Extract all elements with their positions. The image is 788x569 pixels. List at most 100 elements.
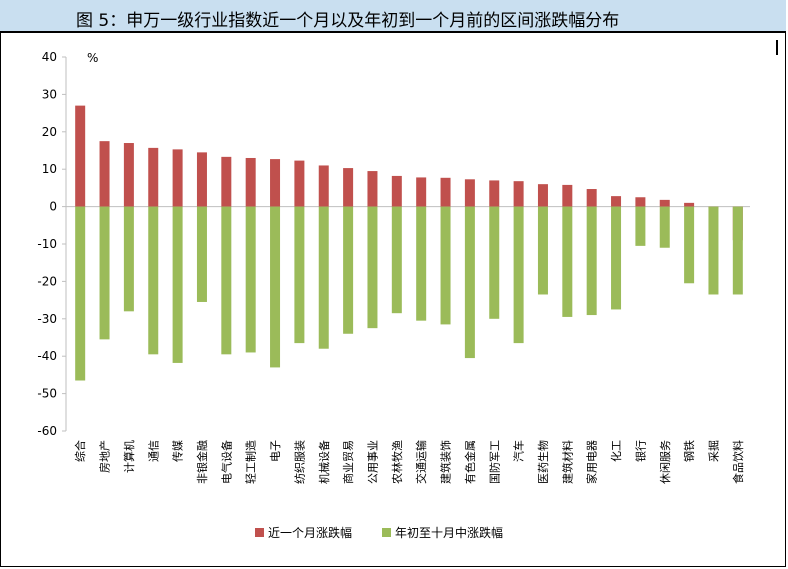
bar-ytd xyxy=(659,206,670,248)
category-label: 非银金融 xyxy=(195,440,209,484)
category-label: 机械设备 xyxy=(317,440,331,484)
category-label: 采掘 xyxy=(706,440,720,462)
bar-recent-month xyxy=(221,156,232,207)
category-label: 银行 xyxy=(633,440,647,462)
bar-ytd xyxy=(708,206,719,295)
bar-recent-month xyxy=(75,105,86,207)
bar-ytd xyxy=(611,206,622,310)
bar-recent-month xyxy=(391,175,402,207)
bar-ytd xyxy=(464,206,475,359)
bar-recent-month xyxy=(684,202,695,207)
y-tick-label: 40 xyxy=(42,50,57,64)
y-tick-label: 0 xyxy=(49,200,57,214)
legend-label-recent-month: 近一个月涨跌幅 xyxy=(268,525,352,540)
bar-recent-month xyxy=(416,177,427,207)
bar-ytd xyxy=(391,206,402,314)
bar-ytd xyxy=(196,206,207,302)
bar-recent-month xyxy=(611,196,622,207)
bar-recent-month xyxy=(318,165,329,207)
bar-ytd xyxy=(221,206,232,355)
category-label: 纺织服装 xyxy=(292,440,306,484)
bars-group xyxy=(75,105,743,381)
y-unit-label: % xyxy=(87,51,98,65)
category-label: 交通运输 xyxy=(414,440,428,484)
bar-ytd xyxy=(562,206,573,317)
category-label: 国防军工 xyxy=(487,440,501,484)
bar-recent-month xyxy=(196,152,207,207)
bar-ytd xyxy=(586,206,597,316)
bar-ytd xyxy=(245,206,256,353)
bar-ytd xyxy=(732,206,743,295)
bar-ytd xyxy=(172,206,183,363)
bar-ytd xyxy=(489,206,500,319)
category-label: 有色金属 xyxy=(463,440,477,484)
legend-label-ytd: 年初至十月中涨跌幅 xyxy=(395,525,503,540)
category-label: 化工 xyxy=(609,440,623,462)
bar-recent-month xyxy=(464,179,475,207)
bar-ytd xyxy=(513,206,524,344)
bar-ytd xyxy=(148,206,159,355)
y-tick-label: 10 xyxy=(42,162,57,176)
figure-title: 图 5：申万一级行业指数近一个月以及年初到一个月前的区间涨跌幅分布 xyxy=(76,11,620,31)
legend-swatch-recent-month xyxy=(255,528,264,537)
bar-ytd xyxy=(440,206,451,325)
bar-recent-month xyxy=(148,147,159,207)
bar-recent-month xyxy=(440,177,451,207)
bar-recent-month xyxy=(659,199,670,207)
bar-recent-month xyxy=(172,149,183,207)
bar-ytd xyxy=(343,206,354,334)
bar-ytd xyxy=(294,206,305,344)
y-tick-label: -30 xyxy=(37,312,57,326)
bar-ytd xyxy=(75,206,86,381)
bar-recent-month xyxy=(489,180,500,207)
y-tick-label: -10 xyxy=(37,237,57,251)
category-label: 轻工制造 xyxy=(244,440,258,484)
bar-recent-month xyxy=(99,141,110,207)
category-label: 汽车 xyxy=(512,440,526,462)
bar-ytd xyxy=(270,206,281,368)
y-tick-label: -50 xyxy=(37,387,57,401)
bar-recent-month xyxy=(367,171,378,207)
category-label: 电子 xyxy=(269,440,282,462)
category-label: 建筑装饰 xyxy=(439,440,453,484)
category-label: 传媒 xyxy=(172,440,185,462)
bar-ytd xyxy=(318,206,329,349)
bar-recent-month xyxy=(586,189,597,207)
category-label: 医药生物 xyxy=(536,440,550,484)
bar-ytd xyxy=(367,206,378,329)
category-labels: 综合 房地产 计算机 通信 传媒 非银金融 电气设备 轻工制造 电子 纺织服装 机械设备 商业贸易 公用… xyxy=(73,440,745,484)
bar-ytd xyxy=(416,206,427,321)
category-label: 房地产 xyxy=(98,440,112,473)
y-tick-label: 20 xyxy=(42,125,57,139)
bar-recent-month xyxy=(537,184,548,207)
y-tick-label: -60 xyxy=(37,424,57,438)
bar-recent-month xyxy=(635,197,646,207)
category-label: 通信 xyxy=(147,440,160,462)
category-label: 公用事业 xyxy=(366,440,379,484)
bar-recent-month xyxy=(343,168,354,207)
bar-recent-month xyxy=(513,181,524,207)
bar-ytd xyxy=(684,206,695,284)
text-cursor-mark xyxy=(776,40,778,55)
bar-recent-month xyxy=(294,160,305,207)
legend-swatch-ytd xyxy=(382,528,391,537)
legend: 近一个月涨跌幅 年初至十月中涨跌幅 xyxy=(255,525,503,540)
category-label: 建筑材料 xyxy=(560,440,574,484)
category-label: 钢铁 xyxy=(683,440,696,462)
bar-recent-month xyxy=(270,159,281,207)
bar-recent-month xyxy=(245,157,256,207)
y-tick-label: -20 xyxy=(37,274,57,288)
figure-title-bar: 图 5：申万一级行业指数近一个月以及年初到一个月前的区间涨跌幅分布 xyxy=(0,0,786,33)
category-label: 商业贸易 xyxy=(341,440,355,484)
category-label: 休闲服务 xyxy=(658,440,672,484)
bar-ytd xyxy=(99,206,110,340)
bar-recent-month xyxy=(562,184,573,207)
category-label: 综合 xyxy=(73,440,87,462)
category-label: 农林牧渔 xyxy=(390,440,404,484)
y-tick-label: 30 xyxy=(42,87,57,101)
category-label: 计算机 xyxy=(122,440,136,473)
bar-ytd xyxy=(123,206,134,312)
bar-ytd xyxy=(537,206,548,295)
bar-ytd xyxy=(635,206,646,246)
